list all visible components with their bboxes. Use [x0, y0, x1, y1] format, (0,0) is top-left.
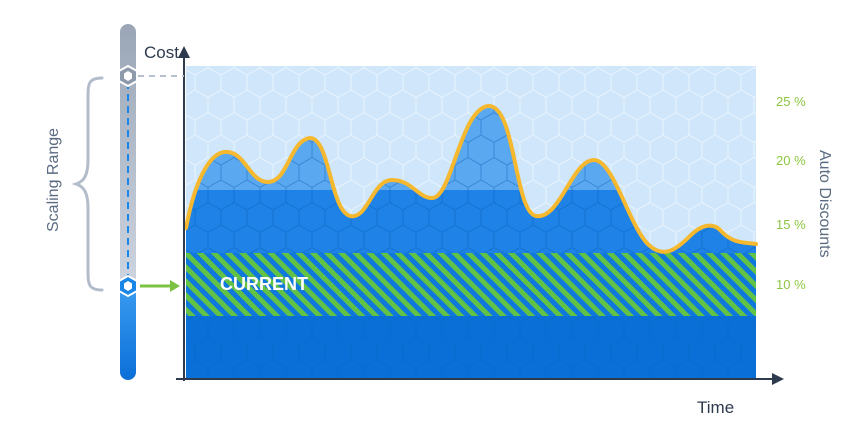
- x-axis-arrow-icon: [772, 373, 784, 385]
- arrow-right-icon: [140, 280, 180, 292]
- scaling-slider[interactable]: [118, 24, 184, 380]
- discount-tick: 25 %: [776, 94, 806, 109]
- x-axis-title: Time: [697, 398, 734, 417]
- discount-tick: 20 %: [776, 153, 806, 168]
- discount-tick: 10 %: [776, 277, 806, 292]
- axes: Cost Time: [144, 43, 784, 417]
- current-label: CURRENT: [220, 274, 308, 294]
- hexagon-handle-icon[interactable]: [118, 274, 138, 298]
- discount-tick: 15 %: [776, 217, 806, 232]
- current-band: [186, 253, 756, 316]
- curly-brace-icon: [71, 76, 104, 292]
- plot-area: CURRENT: [184, 66, 758, 379]
- slider-fill: [120, 286, 136, 380]
- y-axis-arrow-icon: [178, 46, 190, 58]
- discount-scale: 25 % 20 % 15 % 10 % Auto Discounts: [776, 94, 833, 292]
- hexagon-handle-icon[interactable]: [118, 64, 138, 88]
- scaling-range-label: Scaling Range: [45, 128, 62, 232]
- right-axis-title: Auto Discounts: [816, 150, 833, 258]
- usage-curve: [184, 103, 758, 254]
- y-axis-title: Cost: [144, 43, 179, 62]
